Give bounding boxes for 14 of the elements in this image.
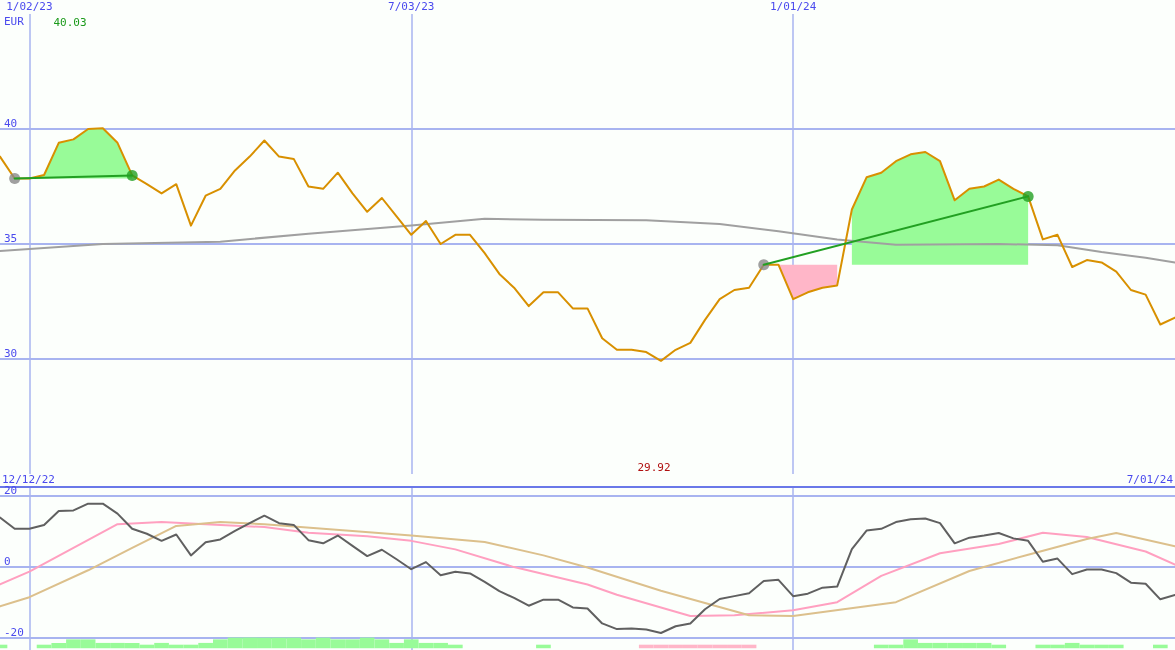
y-tick-label: 30 <box>4 347 18 360</box>
annotation: 29.92 <box>637 461 671 474</box>
y-tick-label: 20 <box>4 483 18 497</box>
x-tick-label: 7/03/23 <box>388 0 435 13</box>
annotation: 7/01/24 <box>1126 473 1174 486</box>
x-tick-label: 1/02/23 <box>6 0 53 13</box>
annotation: 40.03 <box>53 16 87 29</box>
y-tick-label: 40 <box>4 117 18 130</box>
annotation: 12/12/22 <box>2 473 55 486</box>
y-tick-label: 35 <box>4 232 18 245</box>
y-tick-label: -20 <box>4 625 24 639</box>
x-tick-label: 1/01/24 <box>769 0 817 13</box>
y-axis-title: EUR <box>4 15 25 28</box>
y-tick-label: 0 <box>4 554 11 568</box>
